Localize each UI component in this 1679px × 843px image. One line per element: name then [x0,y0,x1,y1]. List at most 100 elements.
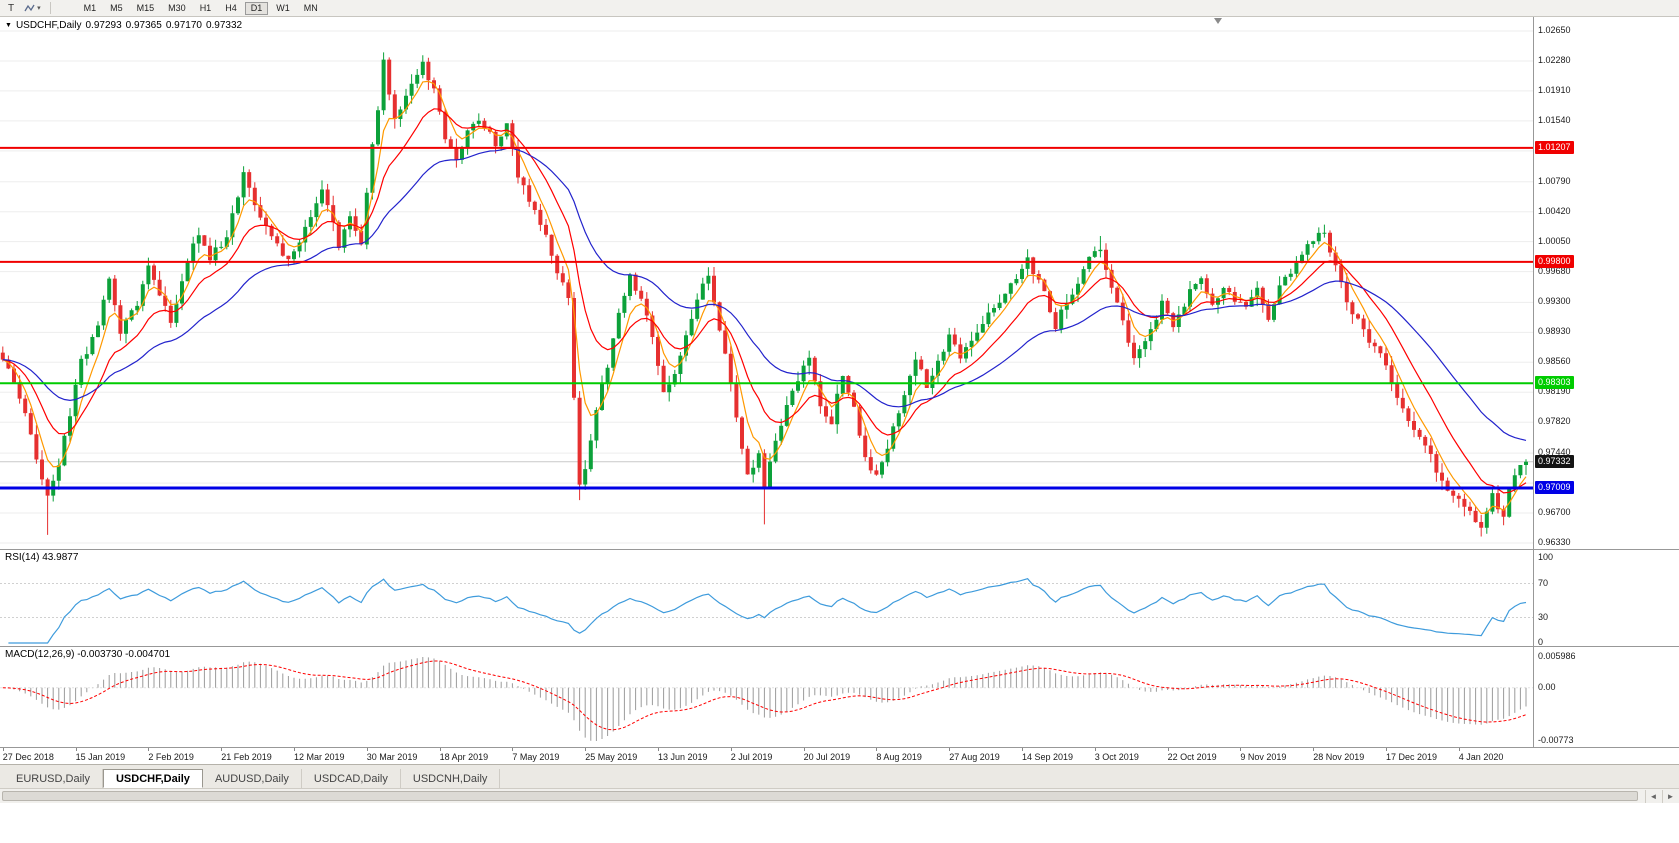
timeframe-button-w1[interactable]: W1 [276,3,290,13]
macd-chart[interactable] [0,647,1679,748]
date-axis-label: 27 Aug 2019 [949,752,1000,762]
price-axis-label: 0.99300 [1538,296,1571,307]
date-axis-label: 30 Mar 2019 [366,752,418,762]
level-price-badge: 0.97009 [1535,480,1574,494]
date-axis-label: 27 Dec 2018 [2,752,54,762]
date-tick [366,748,368,751]
timeframe-button-d1[interactable]: D1 [244,1,269,15]
date-axis-label: 3 Oct 2019 [1094,752,1139,762]
price-axis-label: 0.97440 [1538,447,1571,458]
date-axis-label: 28 Nov 2019 [1313,752,1365,762]
price-axis-label: 0.96700 [1538,507,1571,518]
date-tick [1240,748,1242,751]
date-axis-label: 15 Jan 2019 [75,752,126,762]
date-axis-label: 20 Jul 2019 [803,752,851,762]
date-axis-label: 17 Dec 2019 [1386,752,1438,762]
price-axis-label: 0.99680 [1538,265,1571,276]
rsi-chart[interactable] [0,550,1679,647]
date-tick [512,748,514,751]
macd-axis: 0.005986 0.00 -0.00773 [1533,647,1679,747]
price-axis-label: 0.98930 [1538,326,1571,337]
price-axis-label: 1.00790 [1538,175,1571,186]
ohlc-high: 0.97365 [125,20,162,31]
zigzag-icon [24,3,35,13]
date-axis-label: 9 Nov 2019 [1240,752,1287,762]
main-chart-panel: ▼ USDCHF,Daily 0.97293 0.97365 0.97170 0… [0,17,1679,549]
date-axis-label: 13 Jun 2019 [658,752,708,762]
macd-axis-label: -0.00773 [1538,735,1574,745]
date-tick [1386,748,1387,751]
rsi-axis-label: 30 [1538,611,1549,622]
date-tick [949,748,951,751]
scrollbar-thumb[interactable] [2,791,1638,801]
drawing-tool-dropdown-button[interactable]: ▾ [19,1,46,15]
top-toolbar: T ▾ M1 M5 M15 M30 H1 H4 D1 W1 MN [0,0,1679,17]
date-axis-label: 8 Aug 2019 [876,752,922,762]
date-tick [439,748,441,751]
macd-axis-label: 0.005986 [1538,651,1576,661]
chart-tab-audusd[interactable]: AUDUSD,Daily [203,769,302,788]
date-tick [658,748,659,751]
date-axis-label: 22 Oct 2019 [1167,752,1217,762]
chart-title: ▼ USDCHF,Daily 0.97293 0.97365 0.97170 0… [5,20,242,31]
date-axis-label: 12 Mar 2019 [294,752,345,762]
date-axis-label: 2 Jul 2019 [730,752,773,762]
timeframe-button-m15[interactable]: M15 [136,3,155,13]
rsi-axis: 100 70 30 0 [1533,550,1679,647]
chart-tab-usdcnh[interactable]: USDCNH,Daily [401,769,501,788]
timeframe-button-h1[interactable]: H1 [199,3,212,13]
timeframe-button-m1[interactable]: M1 [83,3,97,13]
level-price-badge: 1.01207 [1535,140,1574,154]
chevron-down-icon: ▾ [37,5,41,12]
date-tick [148,748,150,751]
price-axis-label: 0.98560 [1538,356,1571,367]
scroll-right-button[interactable]: ► [1662,790,1678,803]
chart-tab-usdcad[interactable]: USDCAD,Daily [302,769,401,788]
chart-shift-marker[interactable] [1214,18,1222,24]
timeframe-button-h4[interactable]: H4 [225,3,237,13]
date-axis-label: 4 Jan 2020 [1458,752,1504,762]
timeframe-buttons: M1 M5 M15 M30 H1 H4 D1 W1 MN [77,1,325,15]
axis-vertical-separator [1533,17,1534,747]
timeframe-button-m5[interactable]: M5 [110,3,123,13]
rsi-axis-label: 0 [1538,637,1544,647]
rsi-axis-label: 70 [1538,577,1549,588]
bottom-scrollbar: ◄ ► [0,788,1679,803]
date-axis-label: 21 Feb 2019 [221,752,272,762]
date-axis[interactable]: 27 Dec 2018 15 Jan 2019 2 Feb 2019 21 Feb 2… [0,747,1679,764]
price-axis-label: 1.02280 [1538,54,1571,65]
date-tick [294,748,295,751]
timeframe-button-m30[interactable]: M30 [168,3,186,13]
current-price-badge: 0.97332 [1535,454,1574,468]
date-tick [2,748,4,751]
date-axis-label: 2 Feb 2019 [148,752,194,762]
date-tick [1022,748,1023,751]
price-axis-label: 1.00050 [1538,235,1571,246]
ohlc-low: 0.97170 [165,20,202,31]
chart-tab-usdchf[interactable]: USDCHF,Daily [102,769,203,788]
price-axis-label: 0.98190 [1538,386,1571,397]
date-tick [75,748,77,751]
timeframe-button-mn[interactable]: MN [303,3,318,13]
date-tick [876,748,878,751]
chart-tab-eurusd[interactable]: EURUSD,Daily [4,769,103,788]
date-axis-label: 25 May 2019 [585,752,638,762]
date-tick [1458,748,1460,751]
level-price-badge: 0.98303 [1535,376,1574,390]
symbol-label: USDCHF,Daily [15,20,82,31]
text-tool-button[interactable]: T [8,2,15,14]
price-axis-label: 0.97820 [1538,416,1571,427]
ohlc-close: 0.97332 [205,20,243,31]
date-axis-label: 14 Sep 2019 [1022,752,1074,762]
macd-panel: MACD(12,26,9) -0.003730 -0.004701 0.0059… [0,646,1679,747]
date-axis-label: 7 May 2019 [512,752,560,762]
date-tick [585,748,587,751]
collapse-ohlc-icon[interactable]: ▼ [5,22,12,29]
level-price-badge: 0.99800 [1535,254,1574,268]
rsi-panel: RSI(14) 43.9877 100 70 30 0 [0,549,1679,647]
scroll-left-button[interactable]: ◄ [1645,790,1661,803]
price-axis[interactable]: 1.02650 1.02280 1.01910 1.01540 1.00790 1.004… [1533,17,1679,549]
date-tick [1094,748,1096,751]
main-price-chart[interactable] [0,17,1679,549]
ohlc-open: 0.97293 [85,20,122,31]
